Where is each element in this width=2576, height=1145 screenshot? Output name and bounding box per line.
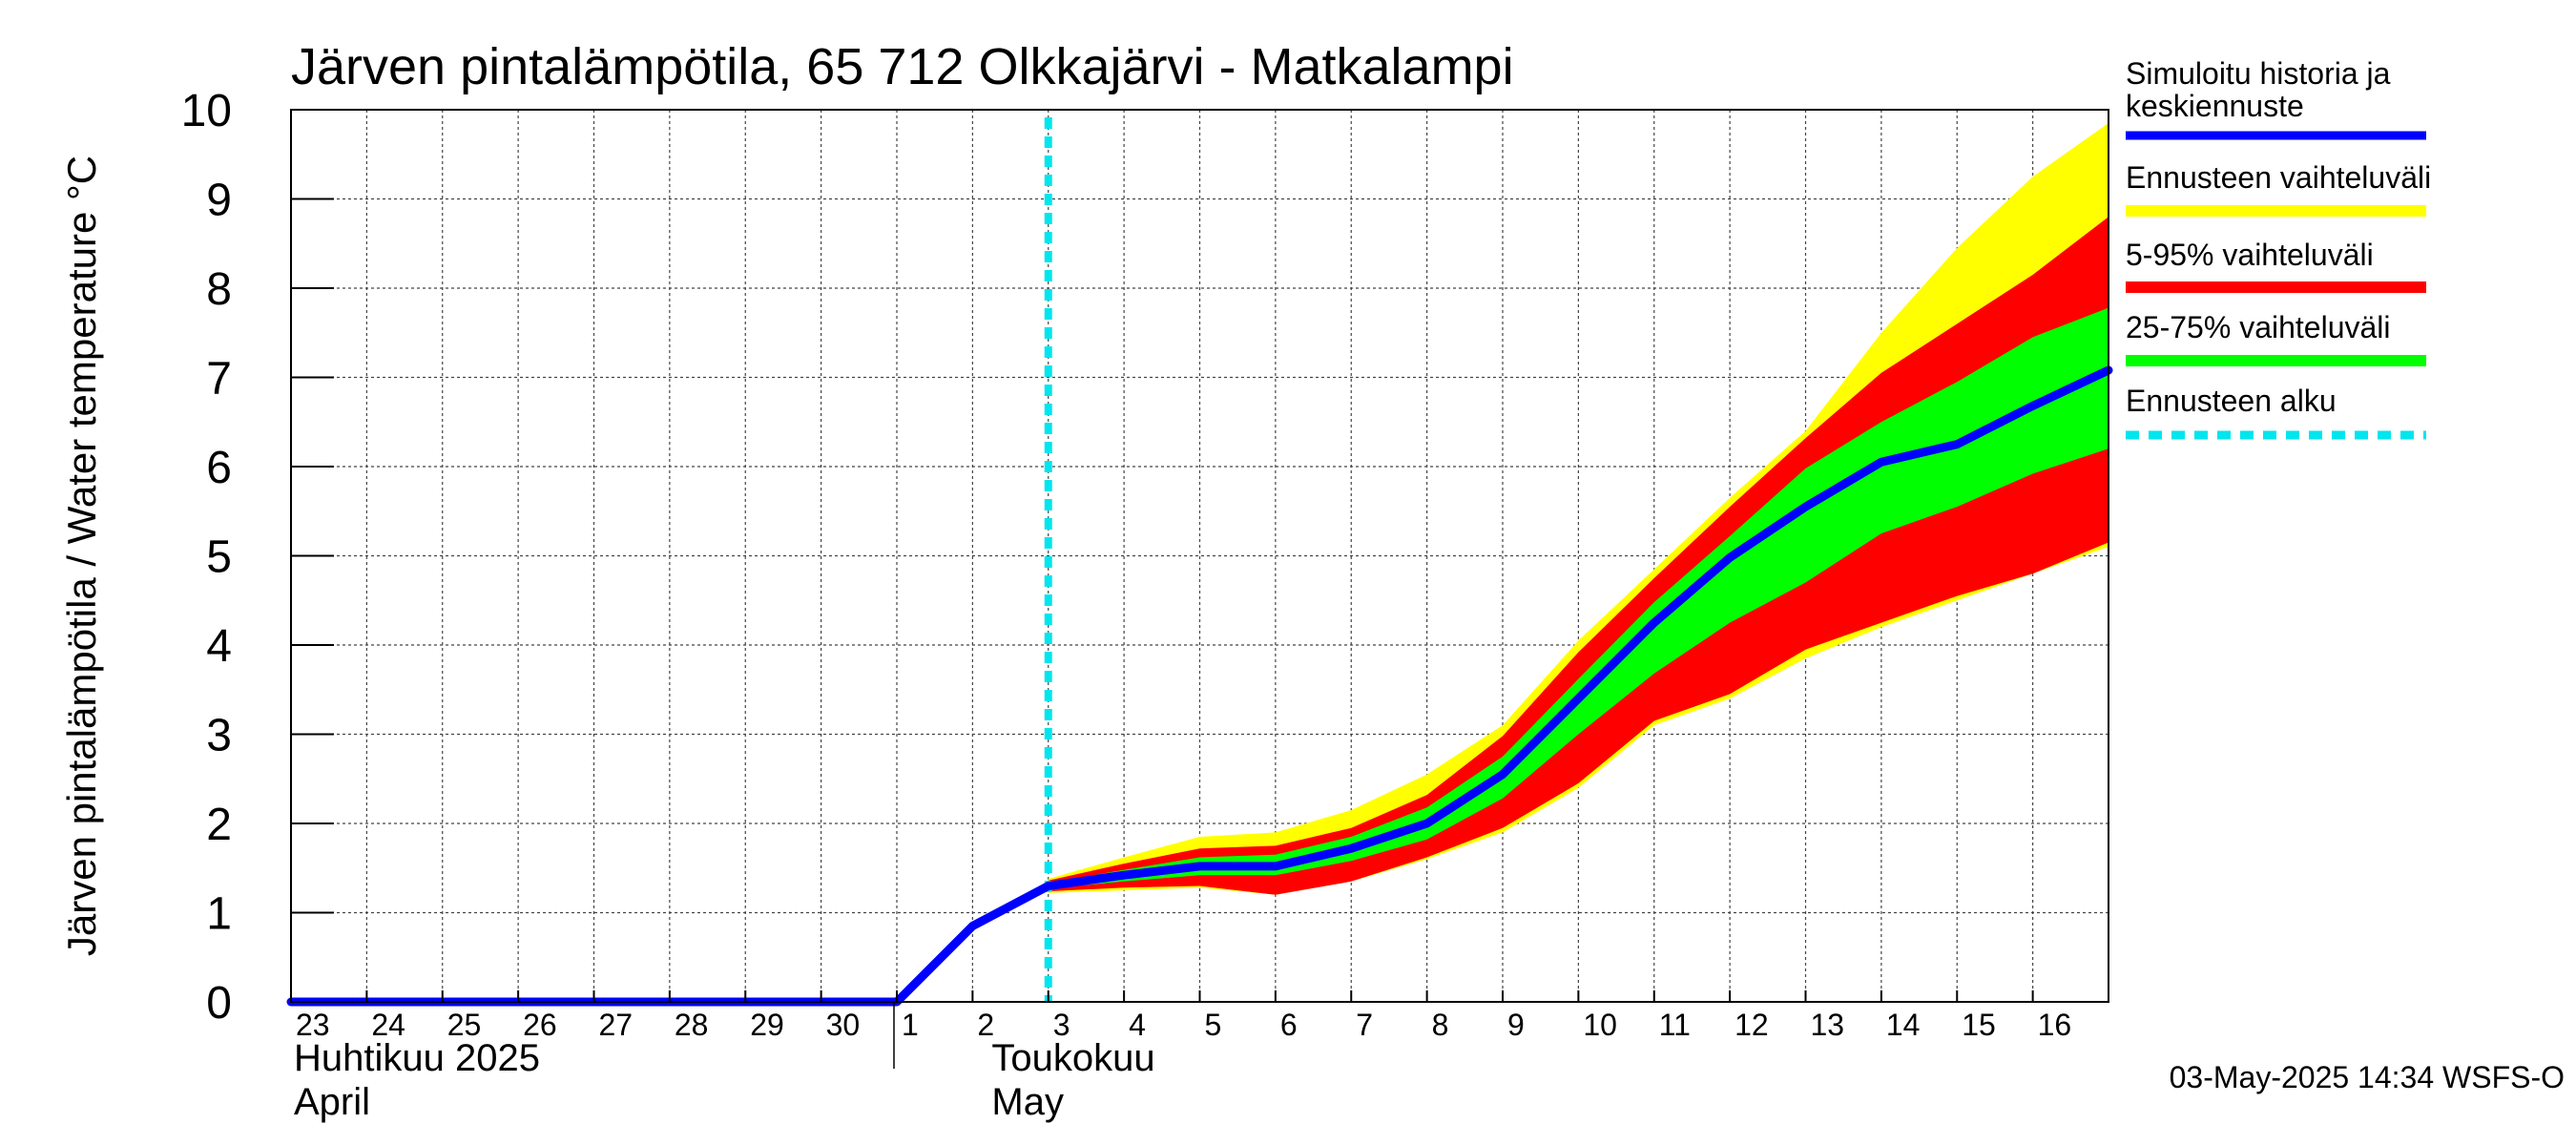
y-tick-label: 2 <box>206 800 232 850</box>
y-tick-label: 6 <box>206 443 232 493</box>
x-tick-label: 5 <box>1205 1008 1222 1042</box>
legend-swatch <box>2126 205 2426 217</box>
x-tick-label: 26 <box>523 1008 557 1042</box>
range-band-red <box>1048 217 2109 895</box>
x-tick-label: 1 <box>902 1008 919 1042</box>
month-label-english: April <box>294 1081 370 1123</box>
y-axis-label: Järven pintalämpötila / Water temperatur… <box>59 156 104 956</box>
legend-label: Simuloitu historia ja <box>2126 56 2391 91</box>
y-tick-label: 7 <box>206 354 232 405</box>
plot-area <box>286 109 2113 1007</box>
x-tick-label: 13 <box>1811 1008 1845 1042</box>
x-tick-label: 3 <box>1053 1008 1070 1042</box>
y-tick-label: 8 <box>206 264 232 315</box>
x-tick-label: 15 <box>1962 1008 1996 1042</box>
legend-label: 5-95% vaihteluväli <box>2126 238 2374 272</box>
y-tick-label: 9 <box>206 176 232 226</box>
y-tick-label: 10 <box>181 86 232 136</box>
y-tick-label: 1 <box>206 889 232 940</box>
x-tick-label: 2 <box>977 1008 994 1042</box>
legend-label: keskiennuste <box>2126 89 2304 123</box>
month-label: Toukokuu <box>991 1037 1154 1079</box>
y-tick-label: 5 <box>206 532 232 583</box>
x-tick-label: 28 <box>675 1008 709 1042</box>
x-tick-label: 25 <box>447 1008 482 1042</box>
forecast-bands <box>1048 123 2109 895</box>
legend-swatch <box>2126 355 2426 366</box>
x-tick-label: 9 <box>1507 1008 1525 1042</box>
x-axis: 23 24 25 26 27 28 29 30 1 2 3 4 5 6 7 8 9 10 11 12 13 14 15 16 <box>290 990 2109 1042</box>
y-tick-label: 0 <box>206 978 232 1029</box>
x-tick-label: 14 <box>1886 1008 1921 1042</box>
x-tick-label: 11 <box>1659 1008 1691 1042</box>
x-tick-label: 27 <box>599 1008 634 1042</box>
y-axis: 0 1 2 3 4 5 6 7 8 9 10 <box>181 86 334 1029</box>
legend-swatch <box>2126 131 2426 140</box>
x-tick-label: 29 <box>750 1008 784 1042</box>
legend-label: Ennusteen vaihteluväli <box>2126 160 2431 195</box>
legend-label: Ennusteen alku <box>2126 384 2337 418</box>
timestamp-label: 03-May-2025 14:34 WSFS-O <box>2170 1060 2565 1094</box>
x-tick-label: 8 <box>1432 1008 1449 1042</box>
x-tick-label: 6 <box>1280 1008 1298 1042</box>
x-tick-label: 16 <box>2038 1008 2072 1042</box>
legend-label: 25-75% vaihteluväli <box>2126 310 2391 344</box>
x-tick-label: 30 <box>826 1008 861 1042</box>
range-band-green <box>1048 307 2109 889</box>
x-tick-label: 23 <box>296 1008 330 1042</box>
month-label-english: May <box>991 1081 1064 1123</box>
y-tick-label: 4 <box>206 621 232 672</box>
x-tick-label: 10 <box>1583 1008 1617 1042</box>
x-tick-label: 7 <box>1356 1008 1373 1042</box>
x-tick-label: 24 <box>371 1008 405 1042</box>
chart-title: Järven pintalämpötila, 65 712 Olkkajärvi… <box>291 38 1514 95</box>
month-label: Huhtikuu 2025 <box>294 1037 540 1079</box>
legend-swatch <box>2126 281 2426 293</box>
x-tick-label: 12 <box>1735 1008 1769 1042</box>
y-tick-label: 3 <box>206 711 232 761</box>
x-tick-label: 4 <box>1129 1008 1146 1042</box>
